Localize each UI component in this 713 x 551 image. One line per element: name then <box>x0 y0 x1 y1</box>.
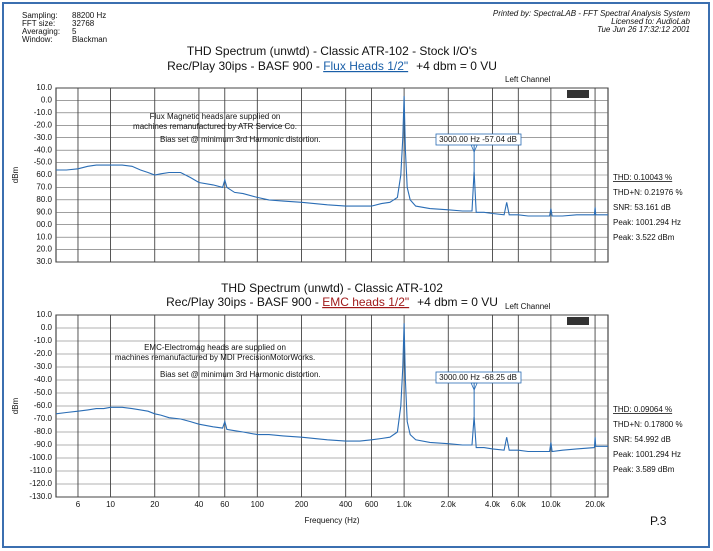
chart-subtitle: Rec/Play 30ips - BASF 900 - Flux Heads 1… <box>167 59 497 73</box>
sampling-value: 88200 Hz <box>72 11 106 20</box>
x-tick-label: 600 <box>365 500 379 509</box>
x-tick-label: 6 <box>76 500 81 509</box>
y-tick-label: -70.0 <box>34 414 53 423</box>
stat-line: Peak: 1001.294 Hz <box>613 450 681 459</box>
annotation: Flux Magnetic heads are supplied on <box>150 112 281 121</box>
y-tick-label: 10.0 <box>36 310 52 319</box>
stat-line: THD+N: 0.17800 % <box>613 420 683 429</box>
y-tick-label: -100.0 <box>29 453 52 462</box>
marker-head <box>470 382 478 392</box>
y-tick-label: 70.0 <box>36 183 52 192</box>
channel-label: Left Channel <box>505 302 551 311</box>
subtitle-suffix: +4 dbm = 0 VU <box>416 59 497 73</box>
bias-note: Bias set @ minimum 3rd Harmonic distorti… <box>160 370 321 379</box>
y-tick-label: -40.0 <box>34 145 53 154</box>
x-tick-label: 20.0k <box>585 500 606 509</box>
y-tick-label: 00.0 <box>36 220 52 229</box>
stat-line: SNR: 53.161 dB <box>613 203 671 212</box>
y-tick-label: -80.0 <box>34 427 53 436</box>
y-tick-label: -90.0 <box>34 440 53 449</box>
printed-by: Printed by: SpectraLAB - FFT Spectral An… <box>493 9 690 18</box>
y-tick-label: -30.0 <box>34 362 53 371</box>
annotation: machines remanufactured by MDI Precision… <box>115 353 315 362</box>
stat-line: THD+N: 0.21976 % <box>613 188 683 197</box>
x-tick-label: 2.0k <box>441 500 457 509</box>
channel-label: Left Channel <box>505 75 551 84</box>
y-tick-label: 0.0 <box>41 323 53 332</box>
x-tick-label: 200 <box>295 500 309 509</box>
chart-subtitle: Rec/Play 30ips - BASF 900 - EMC heads 1/… <box>166 295 498 309</box>
y-tick-label: 60.0 <box>36 170 52 179</box>
y-tick-label: -130.0 <box>29 492 52 501</box>
annotation: machines remanufactured by ATR Service C… <box>133 122 297 131</box>
x-axis-label: Frequency (Hz) <box>304 516 359 525</box>
x-tick-label: 4.0k <box>485 500 501 509</box>
chart-title: THD Spectrum (unwtd) - Classic ATR-102 -… <box>187 44 477 58</box>
x-tick-label: 1.0k <box>397 500 413 509</box>
stat-line: THD: 0.10043 % <box>613 173 672 182</box>
y-tick-label: 0.0 <box>41 96 53 105</box>
x-tick-label: 400 <box>339 500 353 509</box>
y-tick-label: 30.0 <box>36 257 52 266</box>
x-tick-label: 40 <box>194 500 203 509</box>
licensed-to: Licensed to: AudioLab <box>611 17 690 26</box>
window-value: Blackman <box>72 35 107 44</box>
subtitle-suffix: +4 dbm = 0 VU <box>417 295 498 309</box>
sampling-label: Sampling: <box>22 11 58 20</box>
x-tick-label: 20 <box>150 500 159 509</box>
y-tick-label: -20.0 <box>34 349 53 358</box>
fft-size-value: 32768 <box>72 19 95 28</box>
y-tick-label: -50.0 <box>34 158 53 167</box>
y-tick-label: -10.0 <box>34 108 53 117</box>
x-tick-label: 6.0k <box>511 500 527 509</box>
subtitle-prefix: Rec/Play 30ips - BASF 900 - <box>166 295 322 309</box>
y-tick-label: -30.0 <box>34 133 53 142</box>
y-tick-label: -20.0 <box>34 120 53 129</box>
marker-box <box>435 371 522 384</box>
plot-badge <box>567 317 589 325</box>
stat-line: THD: 0.09064 % <box>613 405 672 414</box>
annotation: EMC-Electromag heads are supplied on <box>144 343 286 352</box>
y-tick-label: -110.0 <box>30 466 53 475</box>
y-tick-label: -10.0 <box>34 336 53 345</box>
x-tick-label: 60 <box>220 500 229 509</box>
averaging-label: Averaging: <box>22 27 60 36</box>
stat-line: SNR: 54.992 dB <box>613 435 671 444</box>
x-tick-label: 100 <box>251 500 265 509</box>
spectrum-line <box>55 323 608 453</box>
plot-badge <box>567 90 589 98</box>
chart-title: THD Spectrum (unwtd) - Classic ATR-102 <box>221 281 443 295</box>
print-date: Tue Jun 26 17:32:12 2001 <box>597 25 690 34</box>
y-tick-label: 90.0 <box>36 207 52 216</box>
y-tick-label: -120.0 <box>29 479 52 488</box>
y-tick-label: -50.0 <box>34 388 53 397</box>
stat-line: Peak: 1001.294 Hz <box>613 218 681 227</box>
stat-line: Peak: 3.589 dBm <box>613 465 675 474</box>
window-label: Window: <box>22 35 53 44</box>
spectrum-line <box>56 96 608 217</box>
y-tick-label: 10.0 <box>36 232 52 241</box>
y-tick-label: 10.0 <box>36 83 52 92</box>
y-axis-label: dBm <box>11 397 20 414</box>
subtitle-prefix: Rec/Play 30ips - BASF 900 - <box>167 59 323 73</box>
averaging-value: 5 <box>72 27 77 36</box>
marker-label: 3000.00 Hz -68.25 dB <box>439 373 517 382</box>
y-tick-label: 80.0 <box>36 195 52 204</box>
y-tick-label: -40.0 <box>34 375 53 384</box>
stat-line: Peak: 3.522 dBm <box>613 233 675 242</box>
bias-note: Bias set @ minimum 3rd Harmonic distorti… <box>160 135 321 144</box>
y-axis-label: dBm <box>11 166 20 183</box>
marker-box <box>435 133 522 146</box>
subtitle-highlight: EMC heads 1/2" <box>322 295 409 309</box>
y-tick-label: 20.0 <box>36 245 52 254</box>
y-tick-label: -60.0 <box>34 401 53 410</box>
subtitle-highlight: Flux Heads 1/2" <box>323 59 408 73</box>
x-tick-label: 10.0k <box>541 500 562 509</box>
marker-label: 3000.00 Hz -57.04 dB <box>439 135 517 144</box>
x-tick-label: 10 <box>106 500 115 509</box>
fft-size-label: FFT size: <box>22 19 55 28</box>
page-number: P.3 <box>650 514 667 528</box>
marker-head <box>470 144 478 154</box>
